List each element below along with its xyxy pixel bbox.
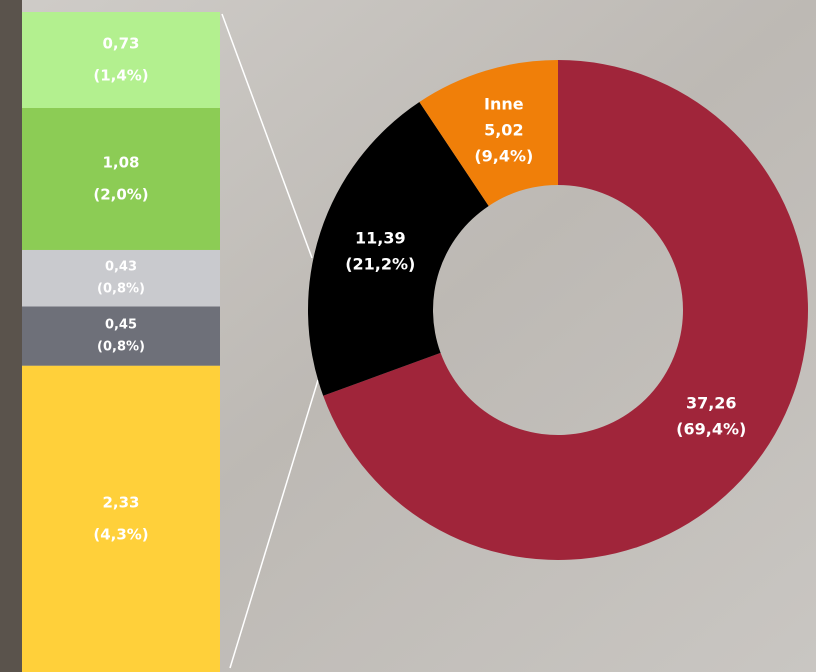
- percent-label: (21,2%): [345, 254, 415, 273]
- percent-label: (1,4%): [93, 66, 148, 84]
- value-label: 5,02: [484, 121, 523, 140]
- percent-label: (0,8%): [97, 340, 145, 355]
- percent-label: (2,0%): [93, 185, 148, 203]
- value-label: 2,33: [102, 493, 139, 511]
- percent-label: (0,8%): [97, 282, 145, 297]
- slice-label: Inne: [484, 95, 524, 114]
- value-label: 11,39: [355, 228, 406, 247]
- value-label: 37,26: [686, 394, 737, 413]
- percent-label: (69,4%): [676, 420, 746, 439]
- percent-label: (9,4%): [474, 147, 533, 166]
- bar-segment: [22, 12, 220, 108]
- donut-slice: [323, 60, 809, 560]
- bar-segment: [22, 249, 220, 307]
- value-label: 0,43: [105, 260, 137, 275]
- value-label: 1,08: [102, 153, 139, 171]
- bar-segment: [22, 107, 220, 250]
- bar-segment: [22, 306, 220, 366]
- value-label: 0,45: [105, 318, 137, 333]
- donut-slice: [419, 60, 558, 206]
- connector: [229, 379, 319, 669]
- connector: [221, 13, 313, 259]
- percent-label: (4,3%): [93, 525, 148, 543]
- value-label: 0,73: [102, 34, 139, 52]
- donut-slice: [307, 101, 489, 396]
- photo-edge: [0, 0, 22, 672]
- bar-segment: [22, 365, 220, 672]
